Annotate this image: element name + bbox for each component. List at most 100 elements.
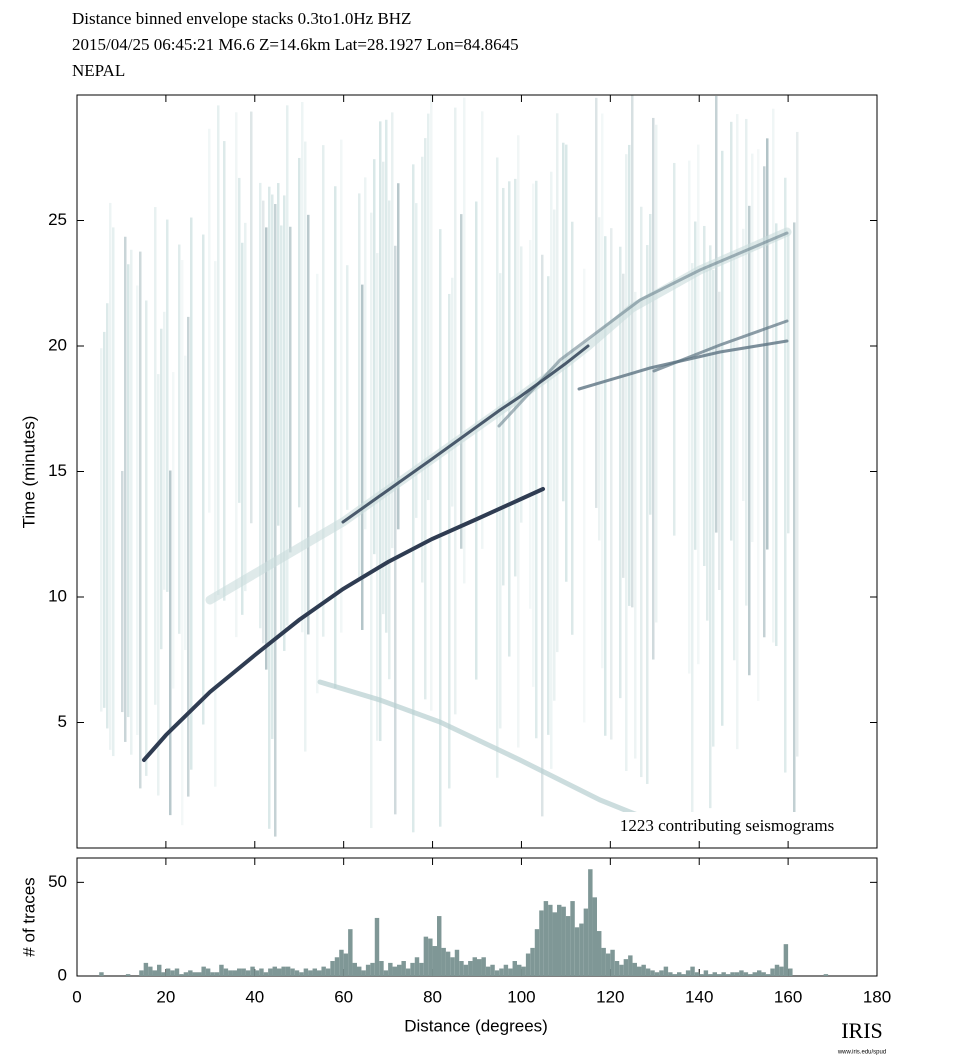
histogram-bar (317, 970, 322, 976)
trace-streak (796, 131, 799, 757)
y-tick-label: 5 (58, 712, 67, 731)
trace-streak (784, 177, 787, 773)
histogram-bar (272, 966, 277, 976)
trace-streak (610, 228, 613, 740)
histogram-bar (765, 974, 771, 976)
histogram-bar (241, 968, 246, 976)
trace-streak (178, 244, 181, 634)
trace-streak (745, 118, 748, 606)
histogram-bar (481, 957, 486, 976)
histogram-bar (570, 901, 575, 976)
histogram-bar (205, 968, 211, 976)
histogram-bar (597, 931, 602, 976)
histogram-bar (392, 966, 397, 976)
trace-streak (508, 181, 511, 657)
arrival-curves (142, 227, 792, 843)
trace-streak (346, 265, 349, 510)
trace-streak (706, 269, 709, 621)
trace-streak (100, 348, 103, 712)
histogram-bar (477, 959, 482, 976)
y-tick-label: 50 (48, 872, 67, 891)
histogram-bar (437, 916, 442, 976)
histogram-bar (672, 974, 677, 976)
trace-streak (136, 285, 139, 736)
histogram-bar (423, 936, 429, 976)
x-tick-label: 80 (423, 987, 442, 1006)
histogram-bar (468, 961, 473, 976)
trace-streak (103, 331, 106, 708)
histogram-bar (312, 968, 317, 976)
histogram-bar (472, 957, 477, 976)
trace-streak (625, 154, 628, 771)
x-tick-label: 140 (685, 987, 713, 1006)
histogram-bar (348, 929, 353, 976)
trace-streak (154, 207, 157, 705)
histogram-bar (490, 964, 495, 976)
histogram-bar (485, 966, 491, 976)
histogram-bar (637, 966, 642, 976)
x-tick-label: 0 (72, 987, 81, 1006)
trace-streak (736, 114, 739, 750)
histogram-bar (263, 972, 269, 976)
trace-streak (619, 246, 622, 699)
trace-streak (280, 225, 283, 634)
histogram-bar (525, 953, 531, 976)
histogram-bar (730, 972, 735, 976)
trace-streak (712, 269, 715, 747)
trace-streak (283, 195, 286, 651)
trace-streak (553, 209, 556, 701)
logo: IRIS (841, 1018, 883, 1043)
histogram-bar (357, 966, 362, 976)
histogram-bar (663, 966, 669, 976)
histogram-bar (441, 947, 446, 976)
trace-streak (301, 102, 304, 633)
histogram-bar (174, 968, 180, 976)
trace-streak (379, 121, 382, 742)
histogram-bar (210, 972, 215, 976)
histogram-bar (379, 961, 384, 976)
x-tick-label: 160 (774, 987, 802, 1006)
trace-streak (244, 222, 247, 592)
histogram-bar (232, 970, 237, 976)
trace-streak (673, 162, 676, 536)
trace-streak (535, 180, 538, 739)
trace-streak (394, 245, 397, 815)
trace-streak (562, 142, 565, 502)
trace-streak (190, 217, 193, 770)
trace-streak (517, 135, 520, 748)
trace-streak (439, 229, 442, 827)
trace-streak (709, 245, 712, 809)
trace-streak (721, 150, 724, 726)
trace-streak (649, 213, 652, 515)
histogram-bar (685, 970, 691, 976)
histogram-bar (259, 968, 264, 976)
trace-streak (145, 300, 148, 776)
trace-streak (772, 108, 775, 643)
trace-streak (604, 236, 607, 736)
trace-streak (298, 157, 301, 508)
trace-streak (265, 227, 268, 670)
trace-streak (697, 144, 700, 665)
histogram-bar (517, 964, 522, 976)
histogram-bar (183, 972, 189, 976)
trace-streak (451, 277, 454, 507)
y-tick-label: 15 (48, 461, 67, 480)
trace-streak (415, 203, 418, 518)
histogram-bar (530, 947, 535, 976)
trace-streak (622, 273, 625, 578)
histogram-bar (388, 962, 393, 976)
trace-streak (208, 128, 211, 513)
trace-streak (316, 273, 319, 694)
trace-streak (412, 164, 415, 833)
histogram-bar (463, 964, 469, 976)
trace-streak (358, 193, 361, 579)
histogram-bar (601, 947, 606, 976)
trace-streak (529, 239, 532, 609)
trace-streak (595, 97, 598, 508)
trace-streak (652, 117, 655, 660)
trace-streak (241, 242, 244, 615)
trace-streak (430, 95, 433, 711)
trace-streak (307, 214, 310, 635)
heatmap-image (100, 95, 799, 837)
trace-streak (361, 284, 364, 630)
